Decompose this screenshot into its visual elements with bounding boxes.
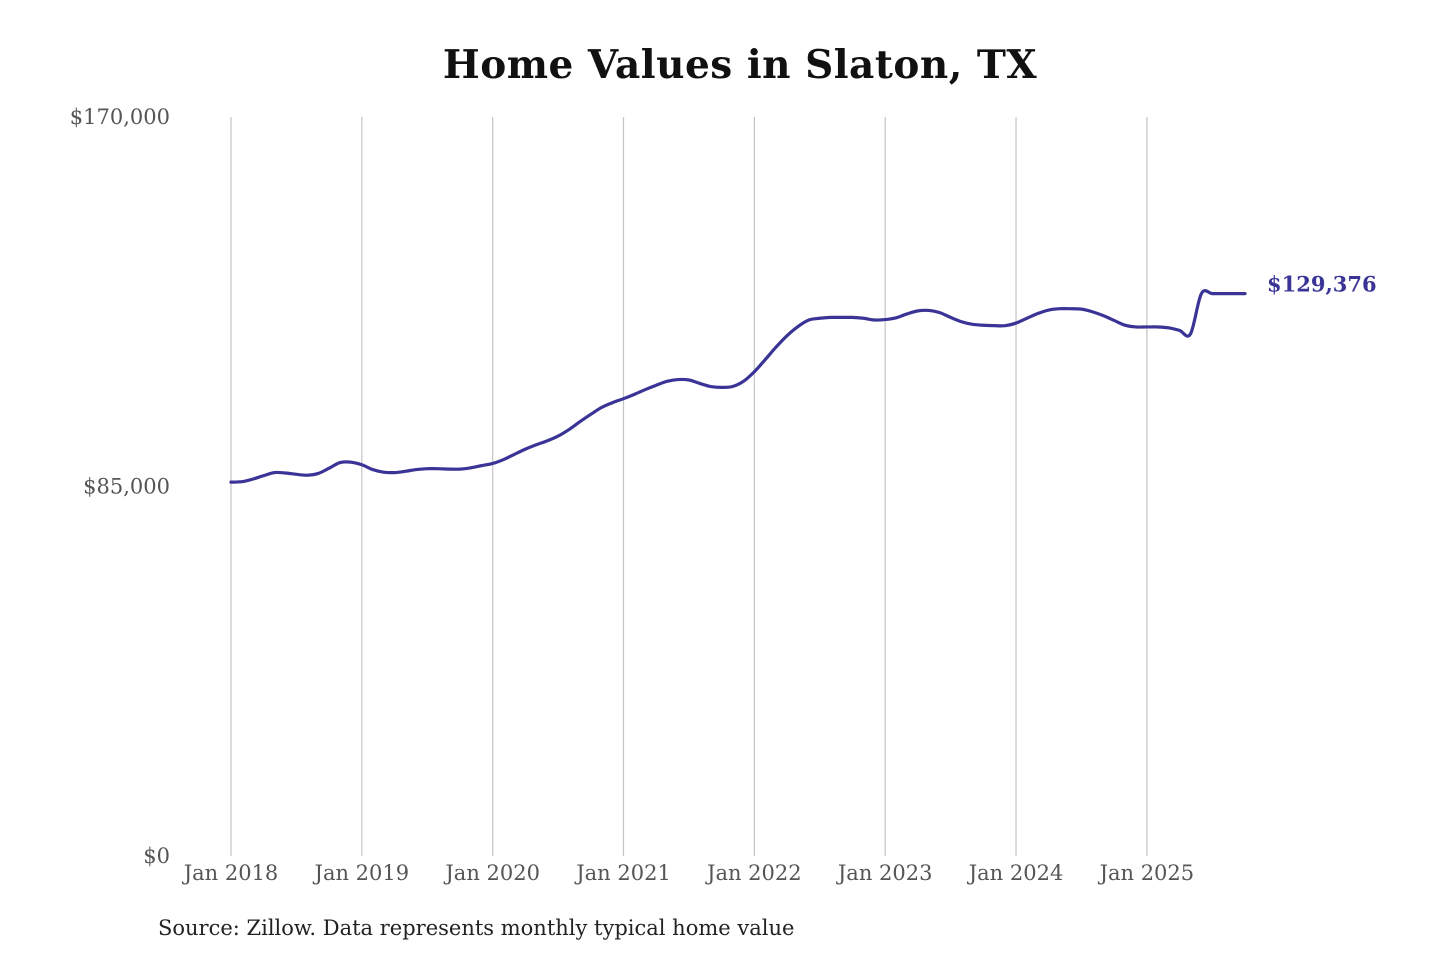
vertical-grid: [230, 117, 1148, 856]
x-tick-label: Jan 2024: [967, 861, 1064, 885]
y-tick-label: $170,000: [70, 105, 170, 129]
x-tick-label: Jan 2020: [443, 861, 540, 885]
y-tick-label: $85,000: [83, 475, 170, 499]
x-tick-label: Jan 2021: [574, 861, 671, 885]
y-axis-labels: $0 $85,000 $170,000: [70, 105, 170, 868]
x-tick-label: Jan 2018: [182, 861, 279, 885]
x-tick-label: Jan 2023: [836, 861, 933, 885]
chart-title: Home Values in Slaton, TX: [442, 42, 1038, 88]
source-note: Source: Zillow. Data represents monthly …: [158, 916, 795, 940]
x-axis-labels: Jan 2018 Jan 2019 Jan 2020 Jan 2021 Jan 2022…: [182, 861, 1194, 885]
x-tick-label: Jan 2025: [1098, 861, 1195, 885]
x-tick-label: Jan 2019: [313, 861, 410, 885]
x-tick-label: Jan 2022: [705, 861, 802, 885]
y-tick-label: $0: [143, 844, 170, 868]
home-value-series-line: [229, 289, 1247, 484]
latest-value-label: $129,376: [1267, 272, 1377, 297]
